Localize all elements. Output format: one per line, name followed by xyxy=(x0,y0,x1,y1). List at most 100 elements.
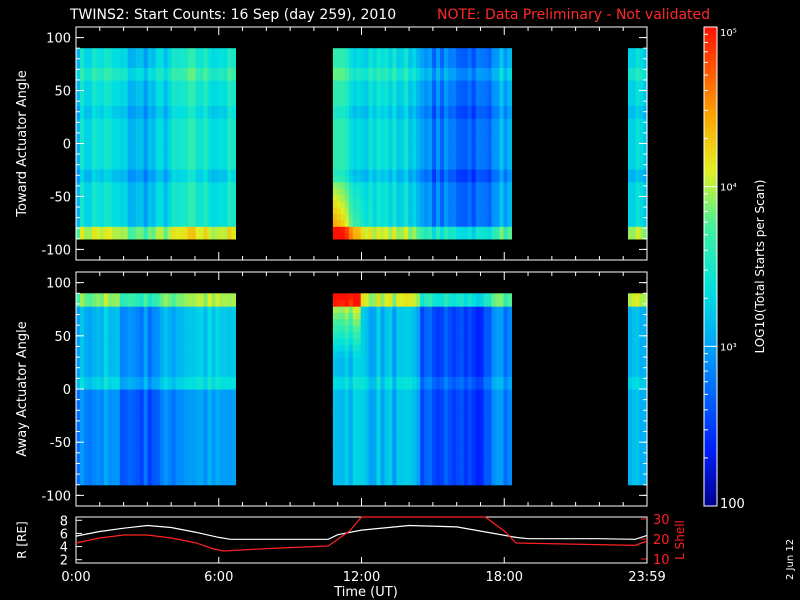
heatmap-cell xyxy=(459,472,465,479)
heatmap-cell xyxy=(139,414,145,422)
heatmap-cell xyxy=(420,401,425,409)
heatmap-cell xyxy=(139,175,145,183)
heatmap-cell xyxy=(356,363,362,371)
heatmap-cell xyxy=(447,92,453,100)
heatmap-cell xyxy=(88,446,93,454)
heatmap-cell xyxy=(628,213,633,221)
heatmap-cell xyxy=(179,175,185,183)
heatmap-cell xyxy=(135,440,141,448)
heatmap-cell xyxy=(127,194,133,202)
heatmap-cell xyxy=(436,219,441,227)
heatmap-cell xyxy=(163,337,169,345)
heatmap-cell xyxy=(487,232,493,240)
heatmap-cell xyxy=(191,219,197,227)
heatmap-cell xyxy=(203,472,209,479)
heatmap-cell xyxy=(171,80,177,87)
heatmap-cell xyxy=(183,60,189,68)
heatmap-cell xyxy=(628,99,633,106)
heatmap-cell xyxy=(631,130,637,138)
heatmap-cell xyxy=(428,124,433,132)
heatmap-cell xyxy=(175,54,181,62)
heatmap-cell xyxy=(139,48,145,56)
heatmap-cell xyxy=(135,331,141,339)
heatmap-cell xyxy=(447,156,453,164)
heatmap-cell xyxy=(219,452,225,460)
heatmap-cell xyxy=(368,54,374,62)
heatmap-cell xyxy=(76,293,81,301)
heatmap-cell xyxy=(396,452,401,460)
heatmap-cell xyxy=(428,369,433,377)
heatmap-cell xyxy=(459,459,465,467)
heatmap-cell xyxy=(348,420,354,428)
heatmap-cell xyxy=(364,427,370,435)
heatmap-cell xyxy=(356,414,362,422)
heatmap-cell xyxy=(88,168,93,176)
heatmap-cell xyxy=(471,188,477,195)
heatmap-cell xyxy=(332,472,338,479)
heatmap-cell xyxy=(84,156,89,164)
heatmap-cell xyxy=(219,325,225,333)
heatmap-cell xyxy=(151,111,157,119)
heatmap-cell xyxy=(451,213,457,221)
heatmap-cell xyxy=(84,414,89,422)
heatmap-cell xyxy=(111,446,117,454)
heatmap-cell xyxy=(135,369,141,377)
heatmap-cell xyxy=(203,331,209,339)
heatmap-cell xyxy=(459,168,465,176)
heatmap-cell xyxy=(99,465,105,473)
heatmap-cell xyxy=(115,363,121,371)
heatmap-cell xyxy=(103,48,109,56)
heatmap-cell xyxy=(364,357,370,365)
heatmap-cell xyxy=(139,60,145,68)
heatmap-cell xyxy=(99,226,105,234)
heatmap-cell xyxy=(336,226,342,234)
heatmap-cell xyxy=(380,130,386,138)
heatmap-cell xyxy=(396,168,401,176)
heatmap-cell xyxy=(368,86,374,94)
heatmap-cell xyxy=(151,194,157,202)
heatmap-cell xyxy=(135,350,141,358)
heatmap-cell xyxy=(352,232,358,240)
heatmap-cell xyxy=(499,92,505,100)
heatmap-cell xyxy=(199,175,205,183)
heatmap-cell xyxy=(159,344,165,352)
heatmap-cell xyxy=(99,472,105,479)
heatmap-cell xyxy=(475,478,481,486)
heatmap-cell xyxy=(400,124,405,132)
heatmap-cell xyxy=(111,149,117,157)
heatmap-cell xyxy=(499,168,505,176)
heatmap-cell xyxy=(167,401,173,409)
heatmap-cell xyxy=(447,162,453,170)
heatmap-cell xyxy=(99,401,105,409)
heatmap-cell xyxy=(424,194,429,202)
heatmap-cell xyxy=(332,207,338,214)
heatmap-cell xyxy=(467,92,473,100)
heatmap-cell xyxy=(99,188,105,195)
heatmap-cell xyxy=(332,48,338,56)
heatmap-cell xyxy=(348,299,354,307)
heatmap-cell xyxy=(388,401,394,409)
heatmap-cell xyxy=(380,389,386,396)
heatmap-cell xyxy=(447,459,453,467)
heatmap-cell xyxy=(471,143,477,151)
heatmap-cell xyxy=(444,111,449,119)
heatmap-cell xyxy=(143,306,149,313)
heatmap-cell xyxy=(211,414,217,422)
heatmap-cell xyxy=(199,219,205,227)
heatmap-cell xyxy=(471,118,477,126)
heatmap-cell xyxy=(163,99,169,106)
heatmap-cell xyxy=(127,382,133,390)
heatmap-cell xyxy=(195,433,201,441)
heatmap-cell xyxy=(187,105,193,113)
heatmap-cell xyxy=(151,188,157,195)
heatmap-cell xyxy=(388,156,394,164)
heatmap-cell xyxy=(503,181,509,189)
heatmap-cell xyxy=(183,478,189,486)
heatmap-cell xyxy=(440,194,445,202)
heatmap-cell xyxy=(195,213,201,221)
heatmap-cell xyxy=(360,446,366,454)
heatmap-cell xyxy=(191,80,197,87)
heatmap-cell xyxy=(344,433,350,441)
heatmap-cell xyxy=(436,306,441,313)
heatmap-cell xyxy=(344,124,350,132)
